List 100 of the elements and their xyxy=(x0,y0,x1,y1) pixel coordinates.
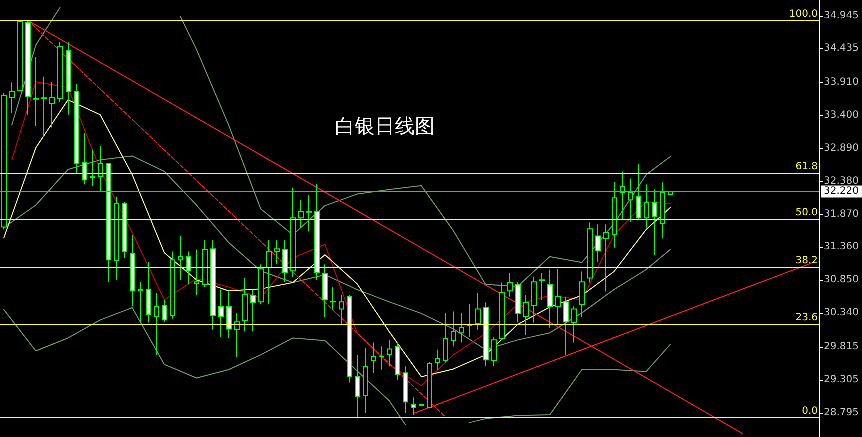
y-tick-label: 29.815 xyxy=(824,341,860,352)
y-tick-label: 28.795 xyxy=(824,407,860,418)
candlestick xyxy=(539,272,545,301)
candlestick xyxy=(242,278,248,332)
candlestick xyxy=(266,240,272,306)
y-tick-label: 31.360 xyxy=(824,242,860,253)
candlestick xyxy=(363,347,368,414)
line-series xyxy=(469,344,671,424)
candlestick xyxy=(290,187,296,278)
candlestick xyxy=(435,349,440,370)
candlestick xyxy=(451,311,456,348)
candlestick xyxy=(660,182,665,239)
candlestick xyxy=(403,366,408,414)
candlestick xyxy=(587,222,593,284)
candlestick xyxy=(250,289,256,332)
candlestick xyxy=(98,146,103,192)
candlestick xyxy=(178,236,183,281)
y-tick-label: 30.340 xyxy=(824,308,860,319)
y-tick-label: 33.400 xyxy=(824,110,860,122)
candlestick xyxy=(194,249,199,296)
candlestick xyxy=(25,20,31,116)
candlestick xyxy=(314,183,320,281)
candlestick xyxy=(427,362,432,410)
candlestick xyxy=(547,269,553,328)
candlestick xyxy=(106,162,111,283)
y-tick-label: 29.305 xyxy=(824,374,860,386)
candlestick xyxy=(347,294,352,384)
line-series xyxy=(180,16,671,288)
candlestick xyxy=(603,224,609,292)
candlestick xyxy=(563,296,569,356)
candlestick xyxy=(595,224,601,263)
candlestick xyxy=(202,240,208,288)
candlestick xyxy=(475,292,481,330)
candlestick xyxy=(162,300,167,323)
candlestick xyxy=(210,240,216,330)
candlestick xyxy=(515,282,521,324)
candlestick xyxy=(467,304,472,338)
candlestick xyxy=(459,312,464,344)
candlestick xyxy=(74,84,79,174)
candlestick xyxy=(355,354,360,418)
candlestick xyxy=(226,291,232,339)
candlestick xyxy=(186,251,191,286)
y-tick-label: 30.850 xyxy=(824,274,860,286)
candlestick xyxy=(218,289,224,338)
candlestick xyxy=(282,240,288,283)
candlestick xyxy=(579,271,585,318)
y-tick-label: 34.435 xyxy=(824,43,860,54)
y-tick-label: 32.380 xyxy=(824,176,860,187)
candlestick xyxy=(612,182,617,248)
candlestick xyxy=(90,149,95,188)
candlestick xyxy=(411,397,416,416)
candlestick xyxy=(49,81,55,128)
candlestick xyxy=(330,286,336,310)
y-tick-label: 34.945 xyxy=(824,10,860,22)
candlestick xyxy=(138,282,143,324)
candlestick xyxy=(298,200,304,228)
candlestick xyxy=(443,312,448,364)
candlestick xyxy=(531,276,537,324)
candlestick xyxy=(491,336,497,368)
ref-line-label: 32.220 xyxy=(824,186,860,198)
candlestick xyxy=(499,282,505,341)
y-tick-label: 33.910 xyxy=(824,77,860,88)
candlestick xyxy=(636,163,641,221)
candlestick xyxy=(379,346,384,370)
candlestick xyxy=(33,56,39,128)
annotation: 100.0 xyxy=(789,9,818,20)
candlestick xyxy=(371,342,376,374)
candlestick xyxy=(17,20,23,92)
y-tick-label: 31.870 xyxy=(824,208,860,220)
candlestick xyxy=(395,342,400,381)
candlestick xyxy=(154,292,159,356)
candlestick xyxy=(66,42,71,116)
candlestick xyxy=(258,264,264,306)
candlestick xyxy=(628,178,633,223)
candlestick xyxy=(306,194,312,232)
candlestick xyxy=(122,202,127,259)
line-series xyxy=(4,156,671,350)
annotation: 50.0 xyxy=(796,207,818,218)
line-series xyxy=(4,307,406,426)
candlestick xyxy=(274,240,280,266)
annotation: 38.2 xyxy=(796,256,818,267)
candlestick xyxy=(555,268,561,326)
candlestick xyxy=(652,189,657,256)
candlestick xyxy=(644,184,649,228)
candlestick xyxy=(322,264,328,318)
candlestick xyxy=(114,196,119,281)
candlestick xyxy=(339,294,344,326)
y-tick-label: 32.890 xyxy=(824,142,860,154)
candlestick xyxy=(130,234,135,308)
candlestick xyxy=(234,312,240,358)
candlestick xyxy=(9,82,15,114)
candlestick xyxy=(57,41,63,104)
candlestick xyxy=(620,171,625,221)
annotation: 61.8 xyxy=(796,161,818,172)
annotation: 23.6 xyxy=(796,312,818,324)
candlestick xyxy=(523,294,529,336)
candlestick xyxy=(419,404,424,408)
candlestick xyxy=(82,132,87,186)
text: 白银日线图 xyxy=(335,116,435,138)
candlestick xyxy=(483,302,489,368)
